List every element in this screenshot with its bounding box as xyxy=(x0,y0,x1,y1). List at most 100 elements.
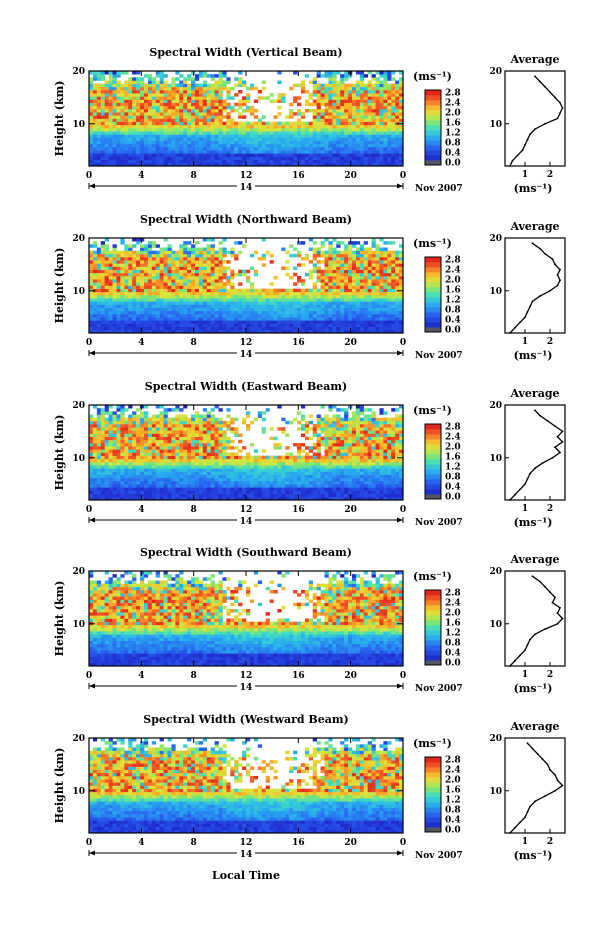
heatmap-cell xyxy=(336,329,341,334)
heatmap-cell xyxy=(191,329,196,334)
heatmap-cell xyxy=(387,99,392,103)
heatmap-cell xyxy=(293,272,298,277)
heatmap-cell xyxy=(132,253,137,258)
heatmap-cell xyxy=(120,427,125,431)
heatmap-cell xyxy=(340,326,345,331)
heatmap-cell xyxy=(183,405,188,409)
heatmap-cell xyxy=(132,430,137,434)
heatmap-cell xyxy=(194,484,200,488)
heatmap-cell xyxy=(281,247,286,251)
heatmap-cell xyxy=(163,102,168,107)
heatmap-cell xyxy=(194,109,200,113)
heatmap-cell xyxy=(210,128,215,132)
heatmap-cell xyxy=(375,250,380,255)
heatmap-cell xyxy=(230,118,235,122)
heatmap-cell xyxy=(363,143,368,148)
heatmap-cell xyxy=(140,250,145,255)
heatmap-cell xyxy=(379,121,384,126)
heatmap-cell xyxy=(351,124,357,129)
heatmap-cell xyxy=(320,134,325,138)
heatmap-cell xyxy=(293,143,298,148)
heatmap-cell xyxy=(151,112,157,116)
heatmap-cell xyxy=(151,458,157,463)
heatmap-cell xyxy=(226,279,231,283)
heatmap-cell xyxy=(281,121,286,126)
heatmap-cell xyxy=(308,272,314,277)
heatmap-cell xyxy=(293,288,298,293)
heatmap-cell xyxy=(171,481,176,485)
heatmap-cell xyxy=(293,140,298,145)
heatmap-cell xyxy=(375,291,380,296)
heatmap-cell xyxy=(249,128,255,132)
heatmap-cell xyxy=(104,137,109,141)
heatmap-cell xyxy=(159,430,164,434)
heatmap-cell xyxy=(171,493,176,498)
heatmap-cell xyxy=(124,433,129,437)
heatmap-cell xyxy=(128,487,133,491)
heatmap-cell xyxy=(128,90,133,94)
heatmap-cell xyxy=(155,468,160,472)
heatmap-cell xyxy=(297,253,302,258)
heatmap-cell xyxy=(143,147,149,151)
heatmap-cell xyxy=(104,490,109,494)
heatmap-cell xyxy=(226,314,231,318)
heatmap-cell xyxy=(367,276,372,280)
heatmap-cell xyxy=(399,279,404,283)
heatmap-cell xyxy=(348,112,353,116)
heatmap-cell xyxy=(151,320,157,324)
heatmap-cell xyxy=(147,487,153,491)
heatmap-cell xyxy=(383,317,388,321)
heatmap-cell xyxy=(367,272,372,277)
heatmap-cell xyxy=(175,323,180,327)
heatmap-cell xyxy=(155,115,160,119)
heatmap-cell xyxy=(312,137,317,141)
heatmap-cell xyxy=(308,260,314,264)
heatmap-cell xyxy=(359,276,365,280)
heatmap-cell xyxy=(89,298,94,302)
heatmap-cell xyxy=(198,115,204,119)
heatmap-cell xyxy=(124,153,129,157)
heatmap-cell xyxy=(167,326,172,331)
heatmap-cell xyxy=(206,269,211,274)
heatmap-cell xyxy=(112,462,117,466)
heatmap-cell xyxy=(265,140,270,145)
heatmap-cell xyxy=(218,90,223,94)
heatmap-cell xyxy=(218,285,223,289)
heatmap-cell xyxy=(351,263,357,267)
heatmap-cell xyxy=(151,452,157,456)
heatmap-cell xyxy=(128,272,133,277)
heatmap-cell xyxy=(92,112,98,116)
heatmap-cell xyxy=(194,496,200,501)
heatmap-cell xyxy=(175,298,180,302)
heatmap-cell xyxy=(187,420,192,425)
heatmap-cell xyxy=(128,244,133,248)
heatmap-cell xyxy=(371,86,376,91)
heatmap-cell xyxy=(140,484,145,488)
heatmap-cell xyxy=(367,71,372,75)
heatmap-cell xyxy=(191,153,196,157)
heatmap-cell xyxy=(355,147,361,151)
heatmap-cell xyxy=(175,147,180,151)
heatmap-cell xyxy=(198,153,204,157)
heatmap-cell xyxy=(387,128,392,132)
heatmap-cell xyxy=(289,121,294,126)
heatmap-cell xyxy=(167,159,172,164)
heatmap-cell xyxy=(198,247,204,251)
heatmap-cell xyxy=(391,295,396,299)
heatmap-cell xyxy=(297,109,302,113)
heatmap-cell xyxy=(379,310,384,315)
heatmap-cell xyxy=(297,140,302,145)
heatmap-cell xyxy=(312,298,317,302)
heatmap-cell xyxy=(163,310,168,315)
heatmap-cell xyxy=(151,310,157,315)
heatmap-cell xyxy=(112,310,117,315)
heatmap-cell xyxy=(191,260,196,264)
heatmap-cell xyxy=(108,481,113,485)
heatmap-cell xyxy=(269,153,274,157)
colorbar-tick-label: 1.2 xyxy=(445,129,461,139)
heatmap-cell xyxy=(198,307,204,312)
heatmap-cell xyxy=(136,260,141,264)
heatmap-cell xyxy=(273,99,278,103)
heatmap-cell xyxy=(363,288,368,293)
heatmap-cell xyxy=(183,414,188,418)
